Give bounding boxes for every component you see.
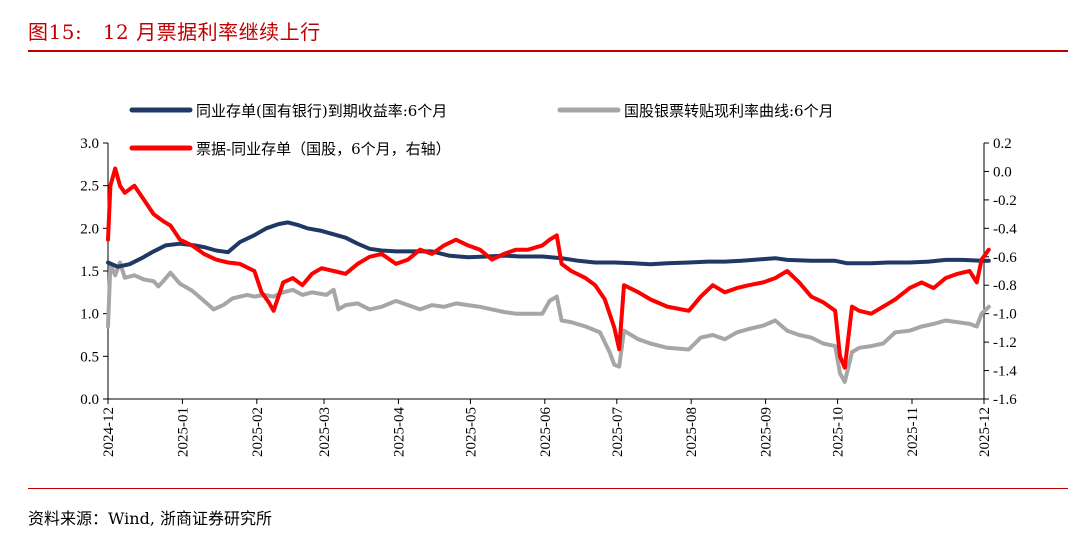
left-tick-label: 3.0 — [80, 136, 99, 152]
x-tick-label: 2025-08 — [684, 407, 700, 457]
right-tick-label: 0.0 — [993, 164, 1012, 180]
right-tick-label: -0.2 — [993, 193, 1017, 209]
figure-title: 图15: 12 月票据利率继续上行 — [28, 20, 321, 44]
right-tick-label: -0.8 — [993, 278, 1017, 294]
series-line-2 — [106, 166, 991, 370]
left-tick-label: 1.5 — [80, 264, 99, 280]
right-tick-label: -0.6 — [993, 250, 1017, 266]
left-tick-label: 2.5 — [80, 179, 99, 195]
legend-label-1: 国股银票转贴现利率曲线:6个月 — [624, 102, 834, 120]
x-tick-label: 2025-11 — [905, 407, 921, 456]
x-tick-label: 2025-12 — [977, 407, 993, 457]
x-tick-label: 2025-07 — [610, 407, 626, 457]
title-bar: 图15: 12 月票据利率继续上行 — [28, 16, 1068, 52]
right-tick-label: 0.2 — [993, 136, 1012, 152]
left-tick-label: 1.0 — [80, 307, 99, 323]
tick-labels: 0.0 0.5 1.0 1.5 2.0 2.5 3.0 -1.6 -1.4 -1.2 -1.0 -0.… — [80, 136, 1017, 457]
x-tick-label: 2025-06 — [538, 407, 554, 457]
series-line-0 — [106, 220, 991, 269]
x-tick-label: 2025-04 — [391, 407, 407, 457]
legend-label-0: 同业存单(国有银行)到期收益率:6个月 — [196, 102, 447, 120]
left-tick-label: 0.5 — [80, 349, 99, 365]
legend: 同业存单(国有银行)到期收益率:6个月 国股银票转贴现利率曲线:6个月票据-同业存… — [129, 102, 834, 158]
right-tick-label: -0.4 — [993, 221, 1017, 237]
series-lines — [106, 166, 991, 384]
left-tick-label: 0.0 — [80, 392, 99, 408]
axes — [103, 142, 989, 404]
x-tick-label: 2025-02 — [250, 407, 266, 457]
left-tick-label: 2.0 — [80, 221, 99, 237]
right-tick-label: -1.6 — [993, 392, 1017, 408]
bottom-rule — [28, 488, 1068, 489]
x-tick-label: 2025-03 — [317, 407, 333, 457]
legend-label-2: 票据-同业存单（国股，6个月，右轴） — [196, 140, 451, 158]
x-tick-label: 2025-05 — [463, 407, 479, 457]
x-tick-label: 2024-12 — [101, 407, 117, 457]
right-tick-label: -1.2 — [993, 335, 1017, 351]
source-note: 资料来源：Wind, 浙商证券研究所 — [28, 509, 273, 528]
right-tick-label: -1.4 — [993, 364, 1017, 380]
x-tick-label: 2025-01 — [175, 407, 191, 457]
right-tick-label: -1.0 — [993, 307, 1017, 323]
x-tick-label: 2025-09 — [759, 407, 775, 457]
title-rule — [28, 50, 1068, 52]
series-line-1 — [106, 260, 991, 384]
x-tick-label: 2025-10 — [831, 407, 847, 457]
